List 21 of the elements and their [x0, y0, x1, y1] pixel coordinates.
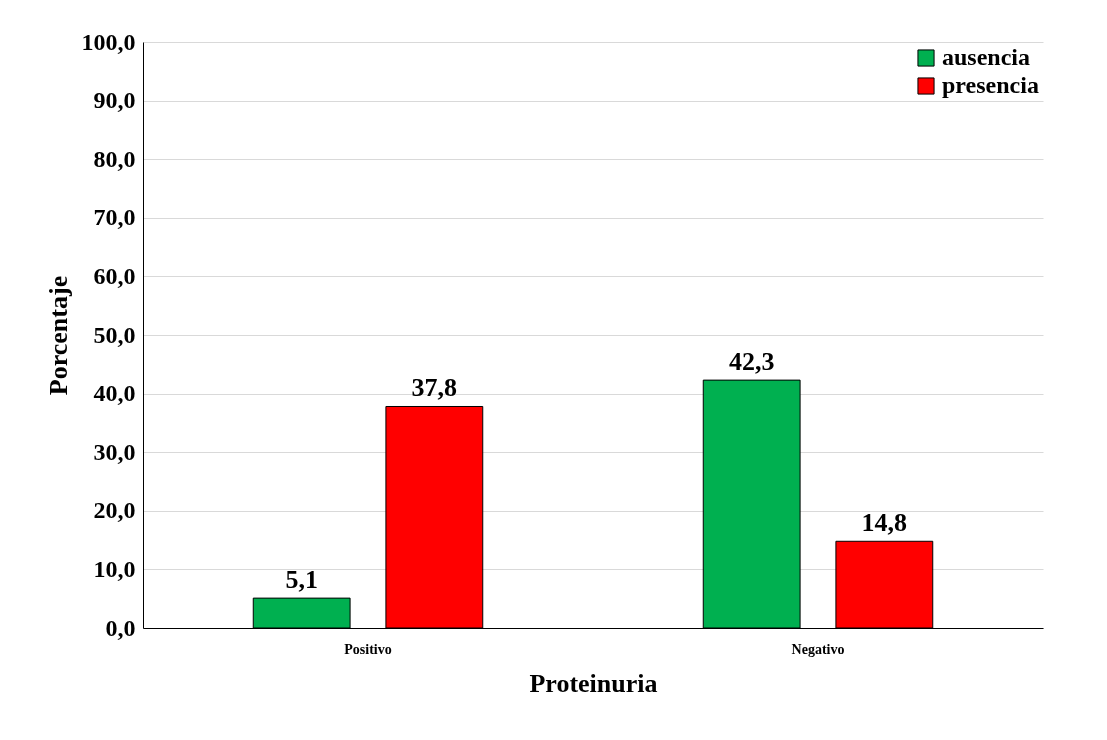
y-tick-label: 100,0	[81, 28, 136, 55]
y-tick-label: 50,0	[93, 321, 136, 348]
y-tick-label: 0,0	[105, 614, 136, 641]
y-tick-label: 10,0	[93, 555, 136, 582]
x-axis-title: Proteinuria	[529, 668, 658, 698]
data-label: 42,3	[728, 347, 775, 377]
y-tick-label: 60,0	[93, 262, 136, 289]
x-tick-label: Positivo	[344, 641, 392, 657]
y-tick-label: 30,0	[93, 438, 136, 465]
data-label: 37,8	[411, 373, 458, 403]
y-tick-label: 90,0	[93, 87, 136, 114]
data-label: 14,8	[861, 508, 908, 538]
y-axis-title: Porcentaje	[43, 275, 73, 396]
x-tick-label: Negativo	[791, 641, 845, 657]
y-tick-label: 80,0	[93, 145, 136, 172]
data-label: 5,1	[285, 565, 318, 595]
y-tick-label: 20,0	[93, 497, 136, 524]
legend-label: presencia	[942, 72, 1039, 98]
legend-label: ausencia	[942, 44, 1031, 70]
y-tick-label: 40,0	[93, 380, 136, 407]
y-tick-label: 70,0	[93, 204, 136, 231]
